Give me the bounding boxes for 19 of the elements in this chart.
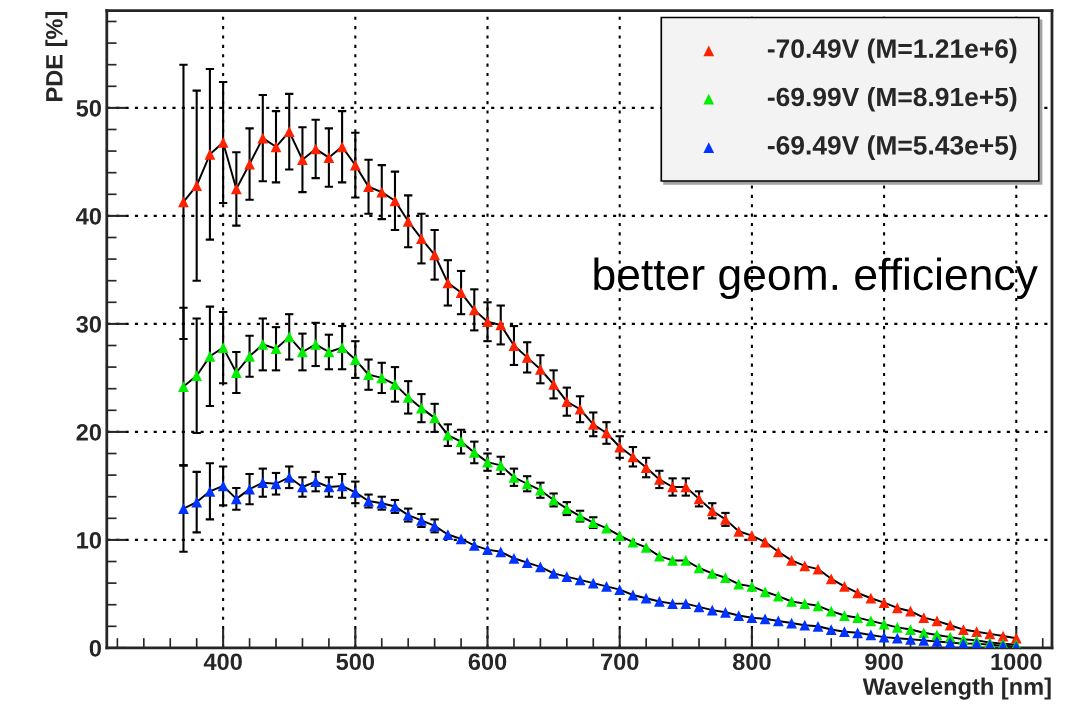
y-axis-title: PDE [%] bbox=[45, 12, 68, 101]
y-tick-label: 40 bbox=[76, 207, 101, 225]
x-tick-label: 400 bbox=[203, 653, 242, 671]
legend-label: -69.99V (M=8.91e+5) bbox=[767, 86, 1017, 112]
y-tick-label: 20 bbox=[76, 423, 101, 441]
x-tick-label: 700 bbox=[601, 653, 639, 671]
x-tick-label: 900 bbox=[865, 653, 903, 671]
x-axis-title: Wavelength [nm] bbox=[862, 677, 1051, 700]
x-tick-label: 600 bbox=[468, 653, 507, 671]
y-tick-label: 50 bbox=[76, 99, 101, 117]
annotation: better geom. efficiency bbox=[594, 257, 1038, 300]
legend-label: -69.49V (M=5.43e+5) bbox=[767, 135, 1017, 160]
y-tick-label: 0 bbox=[89, 639, 101, 657]
x-tick-label: 1000 bbox=[991, 653, 1042, 671]
x-tick-label: 500 bbox=[336, 653, 375, 671]
legend-label: -70.49V (M=1.21e+6) bbox=[767, 38, 1017, 64]
x-tick-label: 800 bbox=[732, 653, 771, 671]
y-tick-label: 10 bbox=[77, 531, 101, 549]
y-tick-label: 30 bbox=[76, 315, 101, 333]
